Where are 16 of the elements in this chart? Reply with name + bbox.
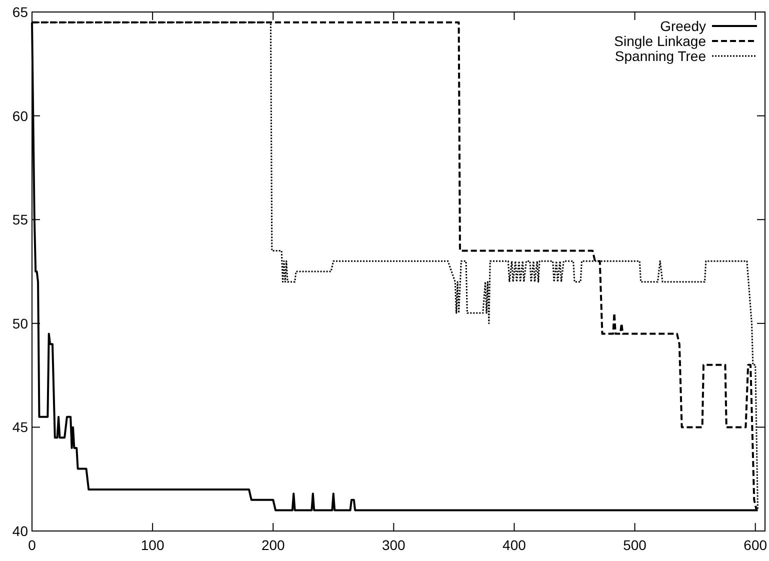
x-tick-label: 400	[502, 537, 526, 553]
x-tick-label: 100	[140, 537, 164, 553]
legend-label: Greedy	[660, 18, 706, 34]
y-tick-label: 40	[12, 523, 28, 539]
y-tick-label: 55	[12, 212, 28, 228]
y-tick-label: 65	[12, 4, 28, 20]
x-tick-label: 200	[261, 537, 286, 553]
x-tick-label: 0	[28, 537, 36, 553]
y-tick-label: 45	[12, 419, 28, 436]
legend-label: Spanning Tree	[614, 48, 706, 64]
y-tick-label: 50	[12, 315, 28, 332]
legend-label: Single Linkage	[614, 33, 706, 49]
y-tick-label: 60	[12, 108, 28, 124]
x-tick-label: 600	[744, 537, 768, 553]
x-tick-label: 500	[623, 537, 647, 553]
x-tick-label: 300	[382, 537, 406, 553]
